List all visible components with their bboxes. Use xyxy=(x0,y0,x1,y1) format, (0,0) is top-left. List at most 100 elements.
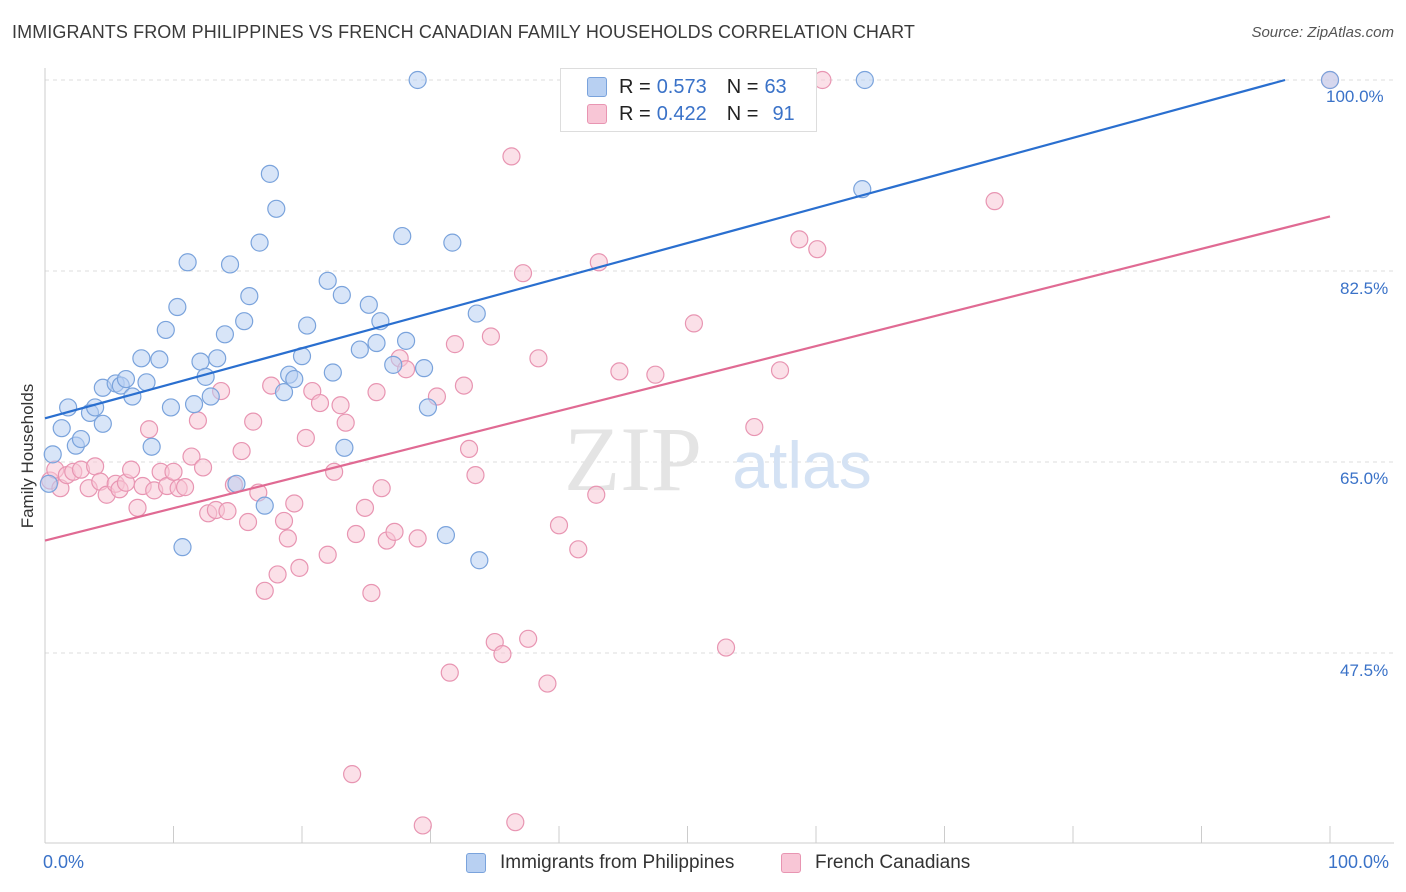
bottom-legend-french-canadians: French Canadians xyxy=(781,852,970,874)
point-french-canadians xyxy=(274,511,294,531)
legend-row-philippines: R = 0.573 N = 63 xyxy=(587,74,787,100)
point-philippines xyxy=(240,287,259,306)
trend-lines xyxy=(44,78,1331,542)
point-french-canadians xyxy=(232,441,251,461)
point-french-canadians xyxy=(770,361,790,380)
point-philippines xyxy=(184,395,204,414)
series-philippines-points xyxy=(39,70,1340,570)
legend-swatch-french-canadians xyxy=(587,104,607,124)
point-philippines xyxy=(267,199,286,218)
point-french-canadians xyxy=(355,498,375,517)
point-french-canadians xyxy=(285,494,304,513)
chart-title: IMMIGRANTS FROM PHILIPPINES VS FRENCH CA… xyxy=(12,22,915,42)
point-philippines xyxy=(350,340,369,359)
point-french-canadians xyxy=(549,516,569,535)
point-french-canadians xyxy=(336,413,355,432)
point-french-canadians xyxy=(519,629,538,648)
point-philippines xyxy=(260,164,279,183)
point-philippines xyxy=(332,285,351,305)
bottom-legend-label-french-canadians: French Canadians xyxy=(815,852,971,873)
point-french-canadians xyxy=(290,558,309,577)
point-french-canadians xyxy=(646,365,665,384)
point-french-canadians xyxy=(346,524,366,544)
legend-n-label: N = xyxy=(726,102,759,125)
series-french-canadians-points xyxy=(41,70,1340,835)
legend-r-value: 0.573 xyxy=(656,75,707,98)
point-philippines xyxy=(418,398,438,417)
point-philippines xyxy=(220,255,240,274)
point-french-canadians xyxy=(413,816,432,835)
x-min-label: 0.0% xyxy=(43,852,85,872)
point-french-canadians xyxy=(513,264,533,283)
point-french-canadians xyxy=(372,479,391,498)
point-french-canadians xyxy=(529,349,548,368)
bottom-legend-swatch-philippines xyxy=(466,853,486,873)
point-philippines xyxy=(359,295,378,314)
point-philippines xyxy=(201,387,220,406)
point-philippines xyxy=(52,419,71,438)
y-tick-label: 65.0% xyxy=(1340,469,1389,488)
point-french-canadians xyxy=(506,813,525,832)
point-french-canadians xyxy=(367,383,386,402)
y-axis-title: Family Households xyxy=(18,383,37,529)
watermark-zip: ZIP xyxy=(564,408,702,510)
point-french-canadians xyxy=(454,376,474,395)
point-french-canadians xyxy=(502,147,521,166)
point-french-canadians xyxy=(318,545,337,564)
point-philippines xyxy=(443,233,462,252)
point-french-canadians xyxy=(481,327,500,346)
trend-line-philippines xyxy=(44,78,1286,420)
y-tick-label: 82.5% xyxy=(1340,279,1389,298)
point-french-canadians xyxy=(343,765,362,784)
point-french-canadians xyxy=(808,240,827,259)
legend-row-french-canadians: R = 0.422 N = 91 xyxy=(587,101,795,127)
point-philippines xyxy=(250,233,269,252)
legend-r-label: R = xyxy=(619,102,651,125)
point-philippines xyxy=(855,70,874,90)
point-philippines xyxy=(156,320,175,340)
point-french-canadians xyxy=(459,439,479,459)
point-philippines xyxy=(414,359,434,378)
point-french-canadians xyxy=(587,485,606,504)
point-philippines xyxy=(335,438,354,457)
point-philippines xyxy=(150,350,169,369)
y-tick-label: 100.0% xyxy=(1326,87,1384,106)
point-french-canadians xyxy=(790,230,809,249)
legend-n-value: 91 xyxy=(772,102,795,125)
point-philippines xyxy=(408,70,427,90)
point-french-canadians xyxy=(268,565,287,584)
source-label: Source: ZipAtlas.com xyxy=(1251,24,1394,41)
x-max-label: 100.0% xyxy=(1328,852,1390,872)
point-french-canadians xyxy=(296,428,315,448)
point-french-canadians xyxy=(538,674,557,693)
bottom-legend-label-philippines: Immigrants from Philippines xyxy=(500,852,735,873)
trend-line-french-canadians xyxy=(44,215,1331,542)
legend-n-label: N = xyxy=(726,75,759,98)
point-french-canadians xyxy=(128,498,147,517)
point-french-canadians xyxy=(139,420,159,439)
point-french-canadians xyxy=(745,417,764,437)
point-french-canadians xyxy=(684,314,704,333)
point-french-canadians xyxy=(188,411,208,430)
point-philippines xyxy=(178,253,197,272)
point-philippines xyxy=(318,271,337,290)
point-philippines xyxy=(285,369,304,389)
point-french-canadians xyxy=(121,460,141,479)
point-philippines xyxy=(298,316,317,335)
point-french-canadians xyxy=(244,412,263,431)
point-philippines xyxy=(161,398,181,417)
stats-legend: R = 0.573 N = 63 R = 0.422 N = 91 xyxy=(560,68,817,132)
x-ticks xyxy=(44,826,1331,843)
point-french-canadians xyxy=(440,663,459,682)
point-philippines xyxy=(93,414,112,433)
legend-n-value: 63 xyxy=(764,75,787,98)
point-philippines xyxy=(191,352,210,371)
point-philippines xyxy=(255,496,274,515)
point-philippines xyxy=(215,325,234,344)
point-philippines xyxy=(436,526,456,545)
point-philippines xyxy=(142,437,161,456)
point-philippines xyxy=(274,383,294,402)
point-french-canadians xyxy=(569,540,588,559)
point-french-canadians xyxy=(716,638,736,657)
